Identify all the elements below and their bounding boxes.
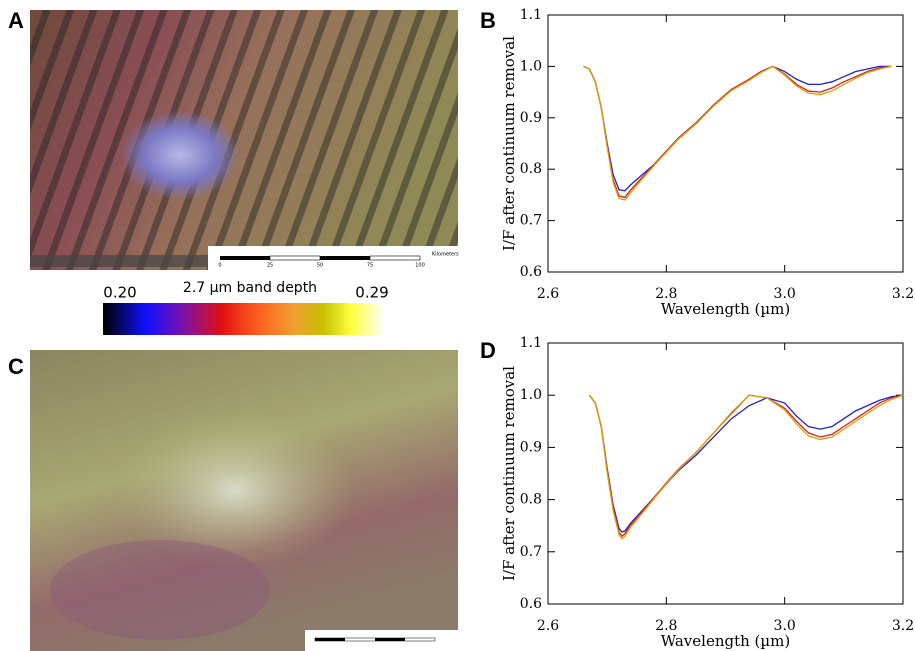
spectrum-line — [584, 66, 892, 190]
panel-label: A — [8, 8, 24, 33]
colorbar-max: 0.29 — [355, 284, 388, 302]
y-tick-label: 0.6 — [520, 264, 542, 280]
y-tick-label: 1.0 — [520, 58, 542, 74]
y-axis-label: I/F after continuum removal — [500, 36, 518, 251]
panel-label: B — [480, 8, 496, 33]
y-tick-label: 0.8 — [520, 492, 542, 508]
panel-label: C — [8, 354, 24, 379]
scale-label: 50 — [317, 263, 323, 269]
x-axis-label: Wavelength (µm) — [661, 300, 790, 318]
panel-label: D — [480, 338, 496, 363]
y-tick-label: 0.7 — [520, 544, 542, 560]
spectrum-line — [589, 395, 903, 536]
image-a — [30, 10, 458, 270]
x-tick-label: 3.2 — [892, 618, 914, 634]
image-c — [30, 350, 458, 651]
scale-label: 25 — [267, 263, 273, 269]
colorbar-min: 0.20 — [103, 284, 136, 302]
x-axis-label: Wavelength (µm) — [661, 632, 790, 650]
y-tick-label: 1.1 — [520, 335, 542, 351]
spectrum-line — [584, 66, 892, 200]
spectrum-line — [584, 66, 892, 197]
y-tick-label: 0.9 — [520, 439, 542, 455]
y-tick-label: 1.0 — [520, 387, 542, 403]
y-tick-label: 0.6 — [520, 596, 542, 612]
x-tick-label: 2.6 — [537, 286, 559, 302]
scale-unit: Kilometers — [432, 252, 459, 258]
spectrum-line — [589, 395, 903, 532]
plot-frame — [548, 15, 903, 272]
y-tick-label: 0.9 — [520, 110, 542, 126]
scale-label: 0 — [218, 263, 221, 269]
scale-label: 100 — [415, 263, 425, 269]
colorbar-label: 2.7 µm band depth — [183, 280, 317, 296]
x-tick-label: 3.2 — [892, 286, 914, 302]
plot-frame — [548, 343, 903, 604]
x-tick-label: 2.6 — [537, 618, 559, 634]
colorbar — [103, 303, 385, 335]
y-tick-label: 1.1 — [520, 7, 542, 23]
y-axis-label: I/F after continuum removal — [500, 366, 518, 581]
y-tick-label: 0.8 — [520, 161, 542, 177]
y-tick-label: 0.7 — [520, 213, 542, 229]
figure: 0.20 0.29 2.7 µm band depth A B C D 0 25 5… — [0, 0, 915, 651]
scale-label: 75 — [367, 263, 373, 269]
